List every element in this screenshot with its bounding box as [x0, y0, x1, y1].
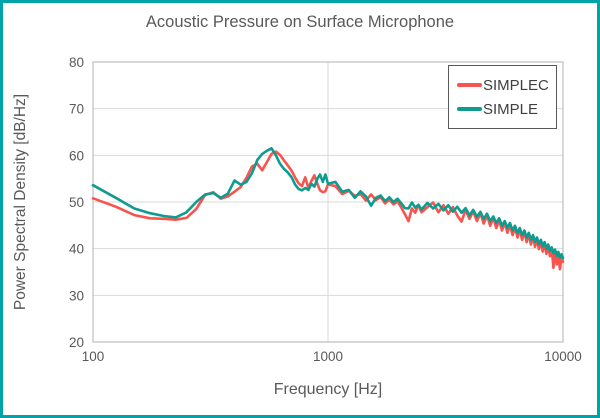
y-tick-label: 70 — [69, 102, 84, 117]
plot-border — [92, 61, 564, 343]
legend-entry-simple: SIMPLE — [457, 101, 556, 118]
x-tick-label: 10000 — [544, 349, 582, 364]
y-tick-label: 60 — [69, 148, 84, 163]
x-axis-label: Frequency [Hz] — [273, 381, 383, 398]
y-tick-label: 80 — [69, 55, 84, 70]
y-tick-label: 50 — [69, 195, 84, 210]
y-tick-label: 20 — [69, 335, 84, 350]
series-line-simple — [91, 147, 565, 260]
series-line-simplec — [91, 150, 565, 271]
legend-entry-simplec: SIMPLEC — [457, 77, 556, 94]
legend-label-simplec: SIMPLEC — [483, 76, 549, 94]
y-tick-label: 30 — [69, 288, 84, 303]
y-tick-label: 40 — [69, 242, 84, 257]
x-tick-label: 100 — [82, 349, 105, 364]
legend-box: SIMPLEC SIMPLE — [448, 65, 557, 129]
legend-label-simple: SIMPLE — [483, 100, 539, 118]
chart-title: Acoustic Pressure on Surface Microphone — [145, 13, 455, 31]
simple-line-swatch — [457, 107, 482, 111]
y-axis-label: Power Spectral Density [dB/Hz] — [12, 93, 29, 311]
simplec-line-swatch — [457, 83, 482, 87]
x-tick-label: 1000 — [313, 349, 343, 364]
